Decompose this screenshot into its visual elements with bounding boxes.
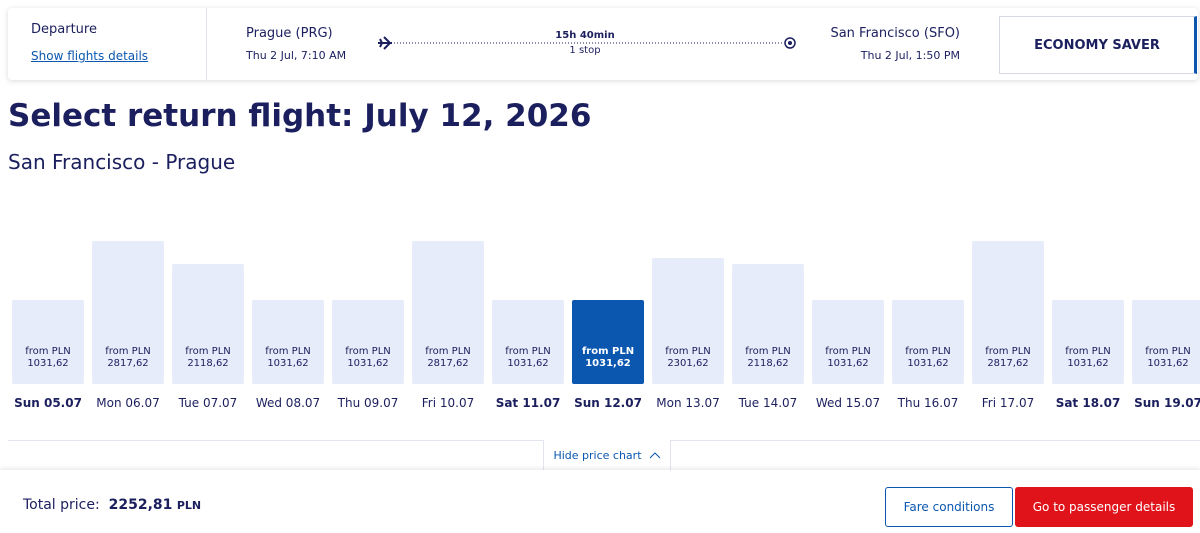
origin-time: Thu 2 Jul, 7:10 AM	[246, 49, 347, 62]
price-value: 2118,62	[187, 357, 229, 369]
price-prefix: from PLN	[345, 345, 391, 357]
footer	[0, 470, 1200, 533]
price-prefix: from PLN	[1065, 345, 1111, 357]
date-label[interactable]: Sun 19.07	[1134, 396, 1200, 410]
route: San Francisco - Prague	[8, 150, 236, 174]
date-label[interactable]: Fri 17.07	[981, 396, 1035, 410]
price-bar[interactable]: from PLN 2118,62	[172, 264, 244, 384]
toggle-text[interactable]: Hide price chart	[553, 448, 642, 462]
price-value: 1031,62	[1067, 357, 1109, 369]
fare-conditions-button[interactable]: Fare conditions	[885, 487, 1013, 527]
price-bar[interactable]: from PLN 1031,62	[492, 299, 564, 384]
price-value: 1031,62	[507, 357, 549, 369]
date-label[interactable]: Sat 18.07	[1055, 396, 1121, 410]
price-prefix: from PLN	[825, 345, 871, 357]
departure-label: Departure	[31, 22, 97, 37]
price-prefix: from PLN	[265, 345, 311, 357]
price-bar[interactable]: from PLN 1031,62	[812, 299, 884, 384]
date-label[interactable]: Tue 07.07	[178, 396, 238, 410]
price-value: 1031,62	[585, 357, 631, 369]
total-price: Total price: 2252,81 PLN	[23, 497, 201, 513]
price-value: 1031,62	[347, 357, 389, 369]
date-label[interactable]: Thu 16.07	[897, 396, 959, 410]
price-bar[interactable]: from PLN 1031,62	[252, 299, 324, 384]
details-link[interactable]: Show flights details	[31, 49, 149, 63]
date-label[interactable]: Tue 14.07	[738, 396, 798, 410]
price-bar[interactable]: from PLN 2817,62	[972, 241, 1044, 384]
price-value: 2817,62	[987, 357, 1029, 369]
price-bar[interactable]: from PLN 2118,62	[732, 264, 804, 384]
total-label: Total price:	[23, 497, 100, 513]
price-prefix: from PLN	[105, 345, 151, 357]
date-label[interactable]: Sun 12.07	[574, 396, 642, 410]
price-value: 2301,62	[667, 357, 709, 369]
total-value: 2252,81	[108, 497, 173, 513]
date-label[interactable]: Mon 13.07	[656, 396, 720, 410]
price-bar[interactable]: from PLN 2301,62	[652, 258, 724, 384]
price-value: 2817,62	[107, 357, 149, 369]
date-label[interactable]: Thu 09.07	[337, 396, 399, 410]
continue-button[interactable]: Go to passenger details	[1015, 487, 1193, 527]
toggle-chart[interactable]: Hide price chart	[543, 440, 671, 471]
duration: 15h 40min	[540, 30, 630, 41]
date-label[interactable]: Mon 06.07	[96, 396, 160, 410]
date-label[interactable]: Sun 05.07	[14, 396, 82, 410]
origin: Prague (PRG)	[246, 26, 333, 41]
price-prefix: from PLN	[665, 345, 711, 357]
page-title: Select return flight: July 12, 2026	[8, 98, 592, 134]
price-value: 2817,62	[427, 357, 469, 369]
price-value: 1031,62	[267, 357, 309, 369]
price-prefix: from PLN	[581, 345, 635, 357]
price-prefix: from PLN	[905, 345, 951, 357]
route-line	[378, 36, 796, 50]
price-bar[interactable]: from PLN 1031,62	[12, 299, 84, 384]
price-prefix: from PLN	[1145, 345, 1191, 357]
price-bar[interactable]: from PLN 1031,62	[1132, 299, 1200, 384]
price-bar[interactable]: from PLN 1031,62	[1052, 299, 1124, 384]
divider	[206, 8, 207, 80]
price-prefix: from PLN	[425, 345, 471, 357]
chevron	[649, 452, 660, 459]
date-label[interactable]: Wed 15.07	[815, 396, 881, 410]
date-label[interactable]: Wed 08.07	[255, 396, 321, 410]
price-bar[interactable]: from PLN 2817,62	[92, 241, 164, 384]
price-value: 1031,62	[1147, 357, 1189, 369]
price-prefix: from PLN	[505, 345, 551, 357]
price-prefix: from PLN	[25, 345, 71, 357]
stops: 1 stop	[569, 45, 601, 56]
price-value: 1031,62	[27, 357, 69, 369]
price-prefix: from PLN	[745, 345, 791, 357]
price-value: 1031,62	[827, 357, 869, 369]
price-bar[interactable]: from PLN 1031,62	[892, 299, 964, 384]
price-prefix: from PLN	[985, 345, 1031, 357]
price-prefix: from PLN	[185, 345, 231, 357]
destination-time: Thu 2 Jul, 1:50 PM	[860, 49, 960, 62]
destination: San Francisco (SFO)	[830, 26, 960, 41]
date-label[interactable]: Sat 11.07	[495, 396, 561, 410]
price-bar[interactable]: from PLN 1031,62	[572, 299, 644, 384]
fare-tab[interactable]: ECONOMY SAVER	[999, 16, 1197, 74]
price-chart: from PLN 1031,62 Sun 05.07 from PLN 2817,62 M…	[12, 241, 1200, 410]
price-value: 1031,62	[907, 357, 949, 369]
price-value: 2118,62	[747, 357, 789, 369]
price-bar[interactable]: from PLN 1031,62	[332, 299, 404, 384]
price-bar[interactable]: from PLN 2817,62	[412, 241, 484, 384]
date-label[interactable]: Fri 10.07	[421, 396, 475, 410]
currency: PLN	[176, 499, 202, 512]
